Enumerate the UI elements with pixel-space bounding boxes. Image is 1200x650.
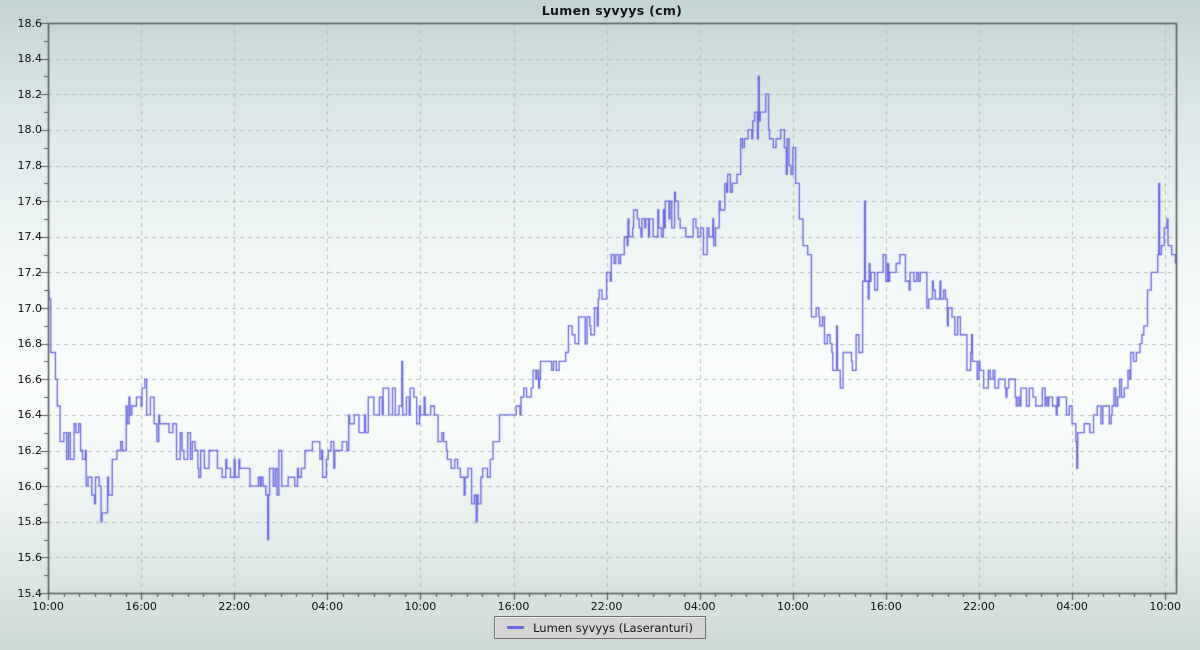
y-tick-label: 16.4	[17, 408, 43, 422]
x-tick-label: 10:00	[32, 600, 64, 613]
y-tick-label: 16.8	[17, 337, 43, 351]
y-tick-label: 17.2	[17, 265, 43, 279]
y-tick-label: 18.0	[17, 123, 43, 137]
y-tick-label: 18.6	[17, 16, 43, 30]
x-tick-label: 16:00	[870, 600, 902, 613]
x-tick-label: 16:00	[125, 600, 157, 613]
x-tick-label: 16:00	[497, 600, 530, 613]
y-tick-label: 15.8	[17, 515, 43, 529]
y-tick-label: 17.6	[17, 194, 43, 208]
y-tick-label: 18.4	[17, 52, 43, 66]
y-tick-label: 17.0	[17, 301, 43, 315]
x-tick-label: 22:00	[590, 600, 623, 613]
legend: Lumen syvyys (Laseranturi)	[494, 616, 706, 639]
x-tick-label: 10:00	[776, 600, 809, 613]
x-tick-label: 04:00	[1056, 600, 1088, 613]
legend-label: Lumen syvyys (Laseranturi)	[533, 620, 693, 635]
y-tick-label: 16.0	[17, 479, 43, 493]
y-tick-label: 15.6	[17, 550, 43, 564]
y-tick-label: 17.4	[17, 230, 43, 244]
x-tick-label: 22:00	[218, 600, 251, 613]
y-tick-label: 16.2	[17, 444, 43, 457]
x-tick-label: 04:00	[683, 600, 716, 613]
legend-line-marker	[507, 626, 525, 629]
x-tick-label: 10:00	[404, 600, 437, 613]
y-tick-label: 18.2	[17, 87, 43, 101]
x-tick-label: 10:00	[1149, 600, 1182, 613]
y-tick-label: 15.4	[17, 586, 43, 600]
x-tick-label: 22:00	[963, 600, 995, 613]
y-tick-label: 16.6	[17, 372, 43, 386]
x-tick-label: 04:00	[311, 600, 344, 613]
y-tick-label: 17.8	[17, 159, 43, 172]
